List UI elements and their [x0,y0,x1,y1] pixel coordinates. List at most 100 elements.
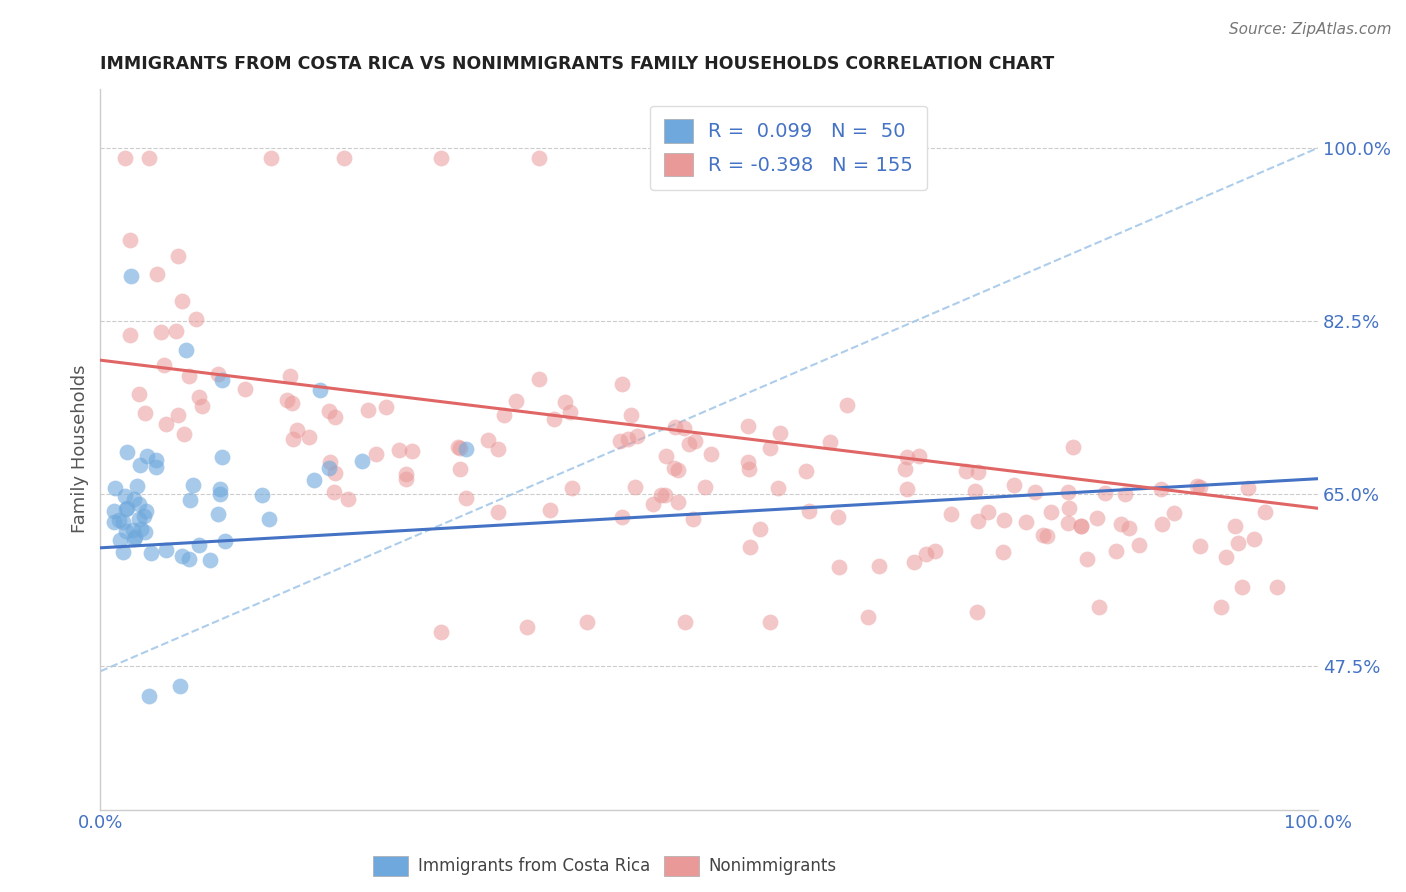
Point [281,432,304,446]
Point [308,383,330,397]
Point [128,387,150,401]
Point [486,505,509,519]
Point [737,418,759,433]
Point [1076,552,1098,566]
Point [516,620,538,634]
Point [115,502,138,516]
Legend: R =  0.099   N =  50, R = -0.398   N = 155: R = 0.099 N = 50, R = -0.398 N = 155 [650,105,927,190]
Point [211,450,233,465]
Point [759,441,782,455]
Point [837,398,859,412]
Point [454,491,477,505]
Y-axis label: Family Households: Family Households [72,365,89,533]
Point [155,417,177,431]
Point [896,450,918,465]
Point [395,472,418,486]
Point [1223,518,1246,533]
Point [430,624,453,639]
Point [699,447,721,461]
Point [198,553,221,567]
Point [1085,511,1108,525]
Point [738,541,761,555]
Point [281,396,304,410]
Point [188,538,211,552]
Point [120,328,142,343]
Point [766,481,789,495]
Point [828,559,851,574]
Point [1128,538,1150,552]
Point [617,433,640,447]
Point [115,524,138,538]
Point [672,420,695,434]
Point [527,372,550,386]
Point [128,497,150,511]
Point [135,504,157,518]
Point [477,433,499,447]
Point [868,559,890,574]
Point [167,409,190,423]
Point [748,523,770,537]
Point [1040,505,1063,519]
Point [662,460,685,475]
Point [1057,485,1080,500]
Point [114,489,136,503]
Point [1109,517,1132,532]
Point [896,482,918,496]
Point [682,512,704,526]
Point [114,151,136,165]
Point [1035,529,1057,543]
Point [977,505,1000,519]
Point [543,411,565,425]
Point [1002,478,1025,492]
Point [375,401,398,415]
Point [449,462,471,476]
Point [558,405,581,419]
Point [179,492,201,507]
Point [139,546,162,560]
Point [357,402,380,417]
Point [650,487,672,501]
Point [395,467,418,481]
Point [965,484,987,499]
Point [388,442,411,457]
Point [174,343,197,358]
Point [527,151,550,165]
Point [561,481,583,495]
Point [118,233,141,247]
Point [576,615,599,629]
Point [1188,480,1211,494]
Point [131,523,153,537]
Point [1236,481,1258,495]
Point [1188,539,1211,553]
Point [103,503,125,517]
Point [323,466,346,480]
Point [276,392,298,407]
Point [626,429,648,443]
Point [207,507,229,521]
Point [145,453,167,467]
Point [1163,507,1185,521]
Point [111,545,134,559]
Point [1149,482,1171,496]
Point [966,465,988,479]
Point [1094,486,1116,500]
Point [336,491,359,506]
Point [449,441,471,455]
Point [1230,580,1253,594]
Point [233,382,256,396]
Point [208,486,231,500]
Point [112,515,135,529]
Point [366,447,388,461]
Point [259,512,281,526]
Point [610,376,633,391]
Point [1265,580,1288,594]
Text: IMMIGRANTS FROM COSTA RICA VS NONIMMIGRANTS FAMILY HOUSEHOLDS CORRELATION CHART: IMMIGRANTS FROM COSTA RICA VS NONIMMIGRA… [100,55,1054,73]
Point [138,151,160,165]
Point [505,393,527,408]
Point [641,497,664,511]
Point [318,461,340,475]
Point [169,679,191,693]
Point [915,547,938,561]
Point [1070,519,1092,533]
Point [655,449,678,463]
